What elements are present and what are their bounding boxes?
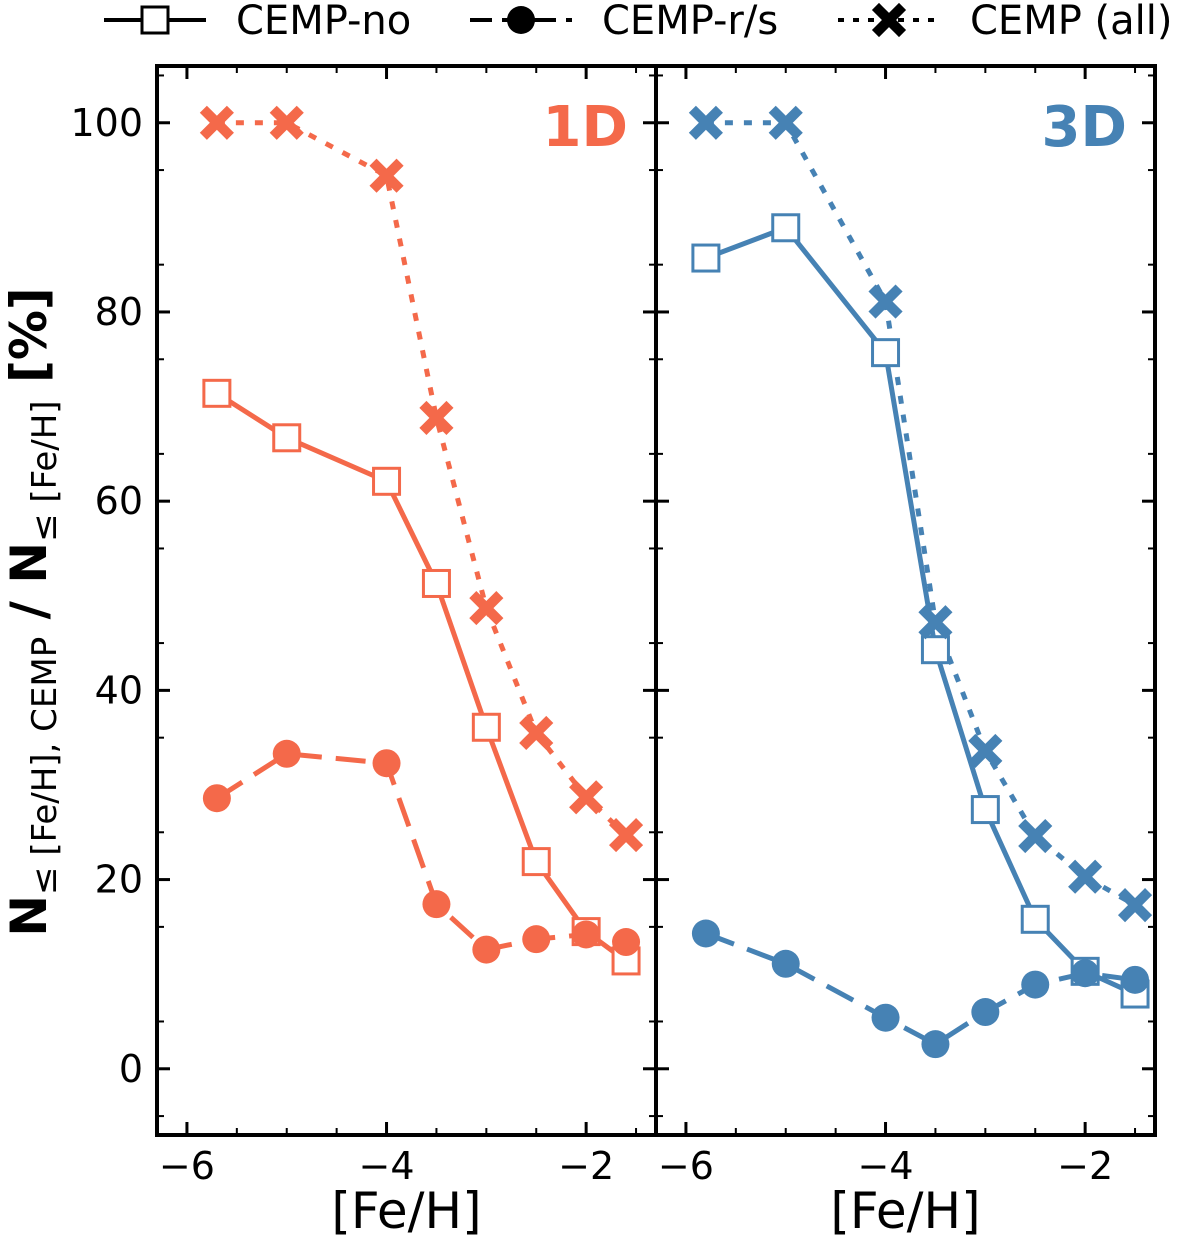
data-point	[421, 568, 451, 598]
data-point	[1071, 959, 1100, 988]
data-point	[1021, 970, 1050, 999]
legend-marker	[507, 6, 535, 34]
legend-entry: CEMP-no	[104, 0, 411, 44]
data-point	[920, 635, 950, 665]
data-point	[471, 712, 501, 742]
data-point	[1121, 965, 1150, 994]
data-point	[1020, 904, 1050, 934]
panel-3D: −6 −4 −2 3D [Fe/H]	[654, 64, 1157, 1240]
panel-1D: 0 20 40 60 80 100 −6 −4 −2 1D [Fe/H]	[70, 64, 658, 1240]
data-point	[868, 284, 903, 319]
data-point	[1117, 888, 1153, 923]
data-point	[272, 423, 302, 453]
plot-frame	[155, 64, 658, 1137]
data-point	[608, 818, 644, 853]
data-point	[1068, 859, 1103, 894]
data-point	[521, 847, 551, 877]
data-point	[199, 105, 234, 140]
data-point	[422, 890, 451, 919]
data-point	[419, 400, 454, 435]
legend-entry: CEMP-r/s	[470, 0, 778, 44]
data-point	[1018, 818, 1053, 854]
legend-marker	[871, 2, 907, 38]
data-point	[918, 605, 953, 640]
series-line-CEMP-r/s	[215, 751, 627, 953]
data-point	[372, 749, 401, 778]
data-point	[469, 590, 504, 626]
data-point	[269, 105, 304, 140]
x-tick-label: −6	[658, 1144, 714, 1188]
panel-label: 3D	[1042, 95, 1127, 160]
legend-label: CEMP-no	[236, 0, 411, 44]
data-point	[771, 949, 800, 978]
data-point	[372, 466, 402, 496]
y-label-unit: [%]	[0, 287, 58, 400]
data-point	[921, 1030, 950, 1059]
legend-entry: CEMP (all)	[838, 0, 1173, 44]
x-tick-label: −4	[359, 1144, 415, 1188]
data-point	[971, 998, 1000, 1027]
panel-label: 1D	[543, 95, 628, 160]
data-point	[688, 105, 723, 140]
x-tick-label: −2	[1057, 1144, 1113, 1188]
data-point	[369, 158, 404, 193]
legend-label: CEMP-r/s	[602, 0, 778, 44]
data-point	[202, 378, 232, 408]
data-point	[202, 784, 231, 813]
data-point	[768, 105, 803, 140]
y-axis-label: N≤ [Fe/H], CEMP / N≤ [Fe/H] [%]	[0, 287, 65, 937]
data-point	[612, 928, 641, 957]
series-line-CEMP-no	[215, 391, 628, 963]
data-point	[970, 795, 1000, 825]
series-line-CEMP (all)	[705, 120, 1137, 908]
y-tick-label: 80	[95, 290, 143, 334]
y-label-den-sub: ≤ [Fe/H]	[25, 400, 65, 541]
data-point	[771, 213, 801, 243]
y-tick-label: 40	[95, 668, 143, 712]
plot-frame	[654, 64, 1157, 1137]
y-tick-label: 20	[95, 858, 143, 902]
data-point	[968, 733, 1003, 768]
data-point	[569, 780, 604, 815]
data-point	[871, 338, 901, 368]
x-tick-label: −4	[858, 1144, 914, 1188]
y-tick-label: 0	[119, 1047, 143, 1091]
data-point	[519, 715, 554, 751]
legend: CEMP-no CEMP-r/s CEMP (all)	[104, 0, 1173, 44]
y-label-slash: / N	[0, 542, 58, 637]
data-point	[871, 1003, 900, 1032]
x-tick-label: −6	[159, 1144, 215, 1188]
y-label-main: N	[0, 895, 58, 937]
y-label-num-sub: ≤ [Fe/H], CEMP	[25, 637, 65, 895]
data-point	[691, 243, 721, 273]
data-point	[472, 935, 501, 964]
data-point	[522, 925, 551, 954]
x-axis-label: [Fe/H]	[331, 1182, 481, 1240]
legend-marker	[140, 5, 170, 35]
panels: 0 20 40 60 80 100 −6 −4 −2 1D [Fe/H] −6 −4 −2 3D [Fe/H]	[70, 64, 1157, 1240]
x-tick-label: −2	[558, 1144, 614, 1188]
y-tick-label: 100	[70, 101, 143, 145]
data-point	[272, 739, 301, 768]
data-point	[691, 919, 720, 948]
data-point	[572, 920, 601, 949]
x-axis-label: [Fe/H]	[830, 1182, 980, 1240]
y-tick-label: 60	[95, 479, 143, 523]
series-line-CEMP (all)	[216, 120, 628, 837]
series-line-CEMP-r/s	[705, 931, 1136, 1048]
legend-label: CEMP (all)	[970, 0, 1173, 44]
